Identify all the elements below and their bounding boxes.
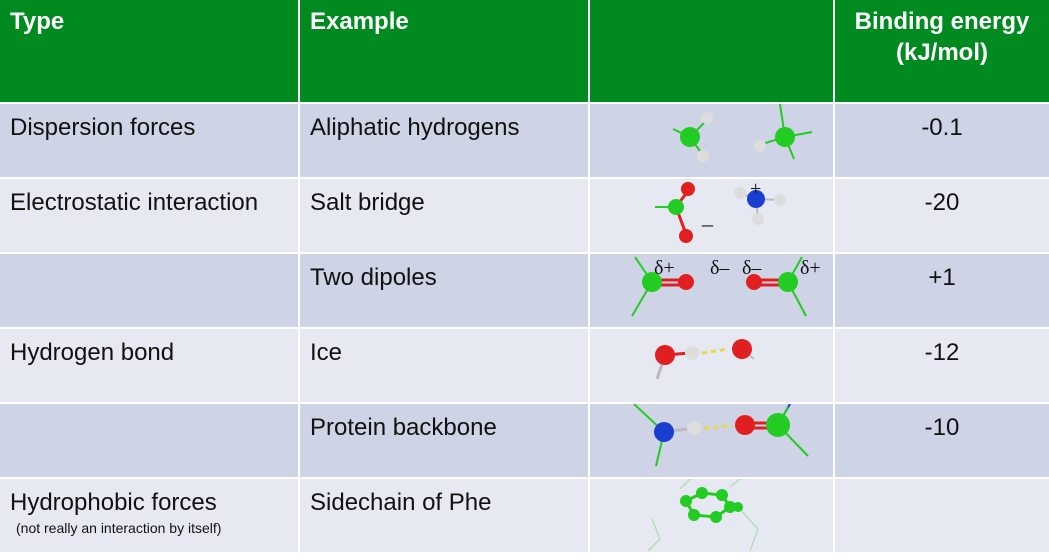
table-row: Electrostatic interaction Salt bridge – <box>0 179 1049 254</box>
example-cell: Aliphatic hydrogens <box>300 104 590 179</box>
example-cell: Protein backbone <box>300 404 590 479</box>
binding-energy-cell: -20 <box>835 179 1049 254</box>
header-type: Type <box>0 0 300 104</box>
type-cell <box>0 404 300 479</box>
delta-minus-label-right: δ– <box>742 257 762 279</box>
type-label: Hydrophobic forces <box>10 489 217 516</box>
delta-plus-label-right: δ+ <box>800 257 821 279</box>
table-row: Hydrophobic forces (not really an intera… <box>0 479 1049 554</box>
binding-energy-cell: +1 <box>835 254 1049 329</box>
type-cell: Electrostatic interaction <box>0 179 300 254</box>
example-cell: Ice <box>300 329 590 404</box>
molecule-image <box>590 479 835 554</box>
table-row: Dispersion forces Aliphatic hydrogens <box>0 104 1049 179</box>
ice-image <box>655 339 755 380</box>
phe-sidechain-image <box>647 479 759 552</box>
minus-charge-label: – <box>701 211 714 236</box>
salt-bridge-image: – + <box>655 179 786 243</box>
protein-backbone-image <box>633 404 809 467</box>
example-cell: Sidechain of Phe <box>300 479 590 554</box>
table-row: Protein backbone -1 <box>0 404 1049 479</box>
two-dipoles-image: δ+ δ– δ– δ+ <box>631 256 821 317</box>
binding-energy-cell: -10 <box>835 404 1049 479</box>
molecule-image: δ+ δ– δ– δ+ <box>590 254 835 329</box>
delta-minus-label-left: δ– <box>710 257 730 279</box>
header-image <box>590 0 835 104</box>
example-cell: Salt bridge <box>300 179 590 254</box>
type-cell <box>0 254 300 329</box>
type-cell: Hydrophobic forces (not really an intera… <box>0 479 300 554</box>
type-note: (not really an interaction by itself) <box>16 520 222 536</box>
header-row: Type Example Binding energy (kJ/mol) <box>0 0 1049 104</box>
plus-charge-label: + <box>750 179 761 200</box>
molecule-image <box>590 404 835 479</box>
header-example: Example <box>300 0 590 104</box>
delta-plus-label-left: δ+ <box>654 257 675 279</box>
table-row: Two dipoles δ+ δ– δ– <box>0 254 1049 329</box>
example-cell: Two dipoles <box>300 254 590 329</box>
type-cell: Hydrogen bond <box>0 329 300 404</box>
table-row: Hydrogen bond Ice -12 <box>0 329 1049 404</box>
binding-energy-cell: -0.1 <box>835 104 1049 179</box>
header-binding-energy: Binding energy (kJ/mol) <box>835 0 1049 104</box>
molecule-image <box>590 329 835 404</box>
type-cell: Dispersion forces <box>0 104 300 179</box>
aliphatic-hydrogens-image <box>672 104 813 162</box>
binding-energy-cell <box>835 479 1049 554</box>
molecule-image <box>590 104 835 179</box>
binding-energy-cell: -12 <box>835 329 1049 404</box>
molecule-image: – + <box>590 179 835 254</box>
